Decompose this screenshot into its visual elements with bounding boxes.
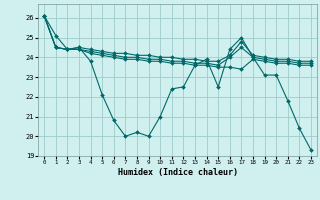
X-axis label: Humidex (Indice chaleur): Humidex (Indice chaleur) bbox=[118, 168, 238, 177]
